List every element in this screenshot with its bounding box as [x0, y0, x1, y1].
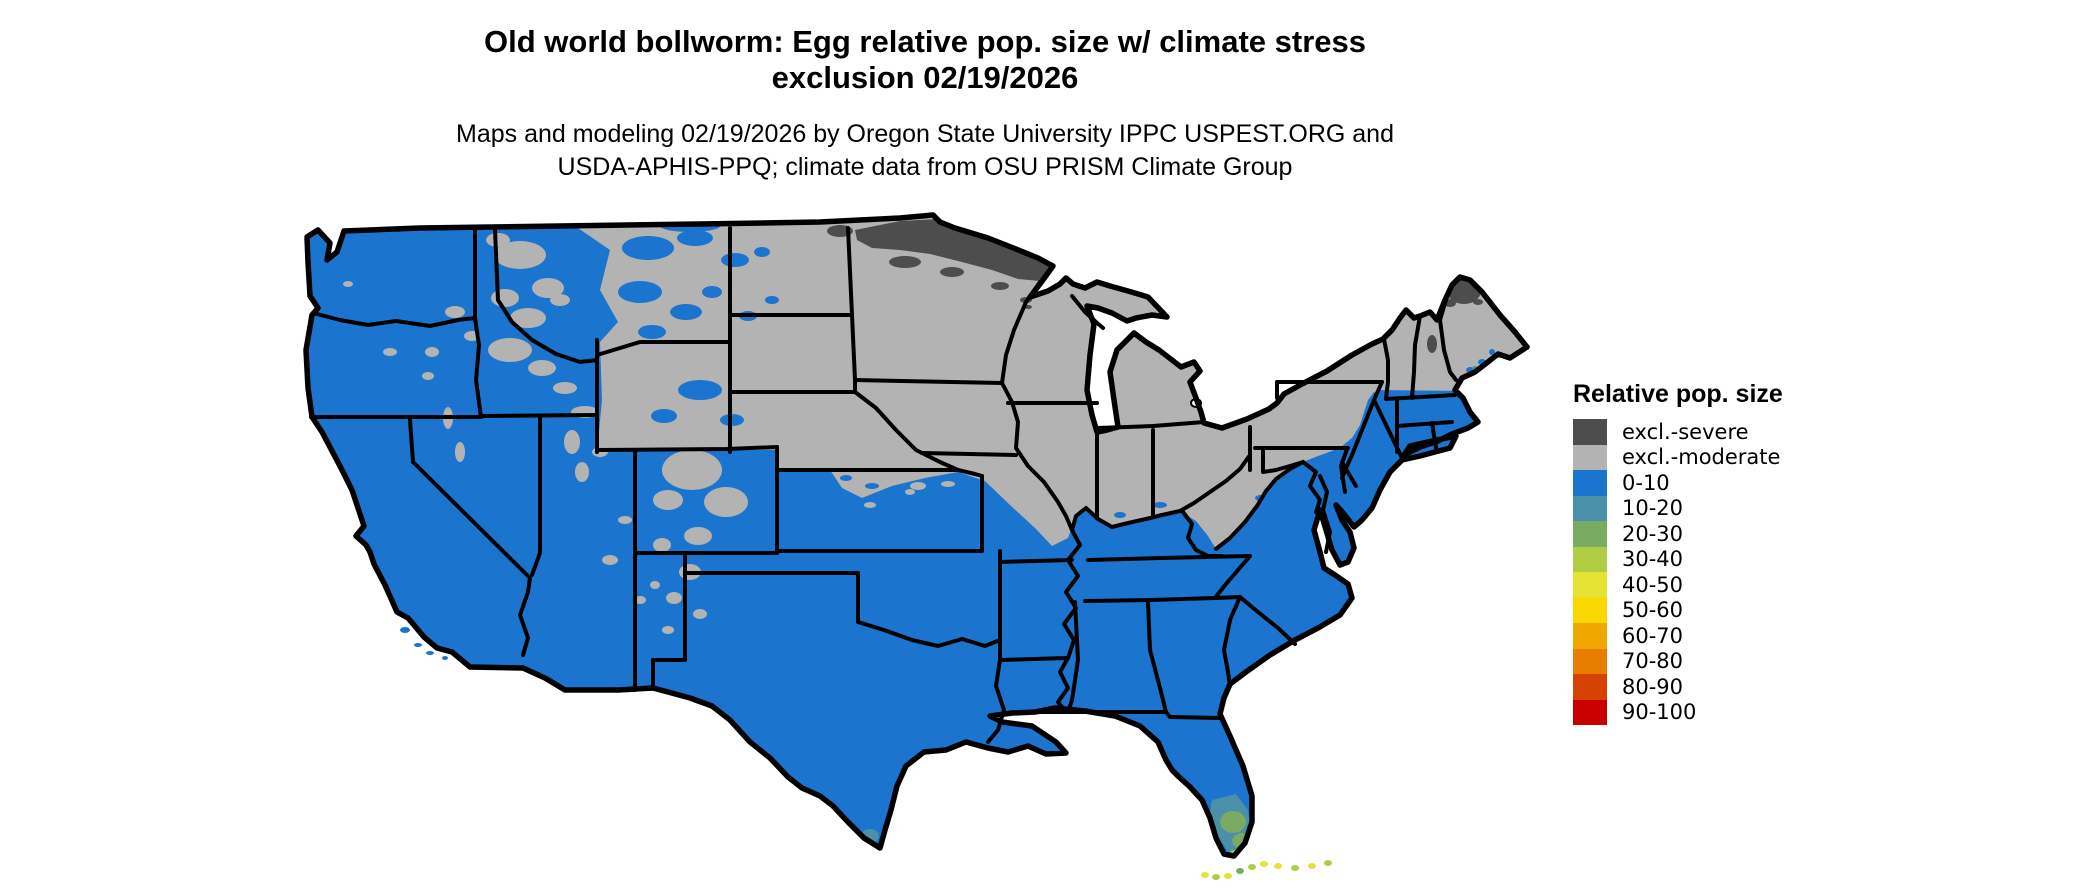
legend-swatch — [1573, 648, 1607, 674]
map-florida-keys — [1201, 860, 1332, 880]
legend-swatch — [1573, 444, 1607, 470]
legend-label: 10-20 — [1622, 496, 1684, 521]
legend-item: 70-80 — [1573, 648, 1903, 674]
map-subtitle-line1: Maps and modeling 02/19/2026 by Oregon S… — [456, 120, 1394, 148]
legend-item: 20-30 — [1573, 521, 1903, 547]
map-subtitle-line2: USDA-APHIS-PPQ; climate data from OSU PR… — [557, 153, 1293, 181]
legend-label: 0-10 — [1622, 470, 1670, 495]
legend-item: 10-20 — [1573, 495, 1903, 521]
legend: Relative pop. size excl.-severe excl.-mod… — [1573, 380, 1903, 725]
legend-label: 20-30 — [1622, 521, 1684, 546]
legend-swatch — [1573, 597, 1607, 623]
legend-swatch — [1573, 521, 1607, 547]
map-patches-excl-moderate-mountains — [343, 233, 1096, 634]
legend-label: 70-80 — [1622, 649, 1684, 674]
legend-items: excl.-severe excl.-moderate 0-10 10-20 20-30… — [1573, 419, 1903, 725]
state-borders — [309, 226, 1458, 744]
legend-item: 50-60 — [1573, 597, 1903, 623]
legend-label: 90-100 — [1622, 700, 1697, 725]
map-subtitle: Maps and modeling 02/19/2026 by Oregon S… — [325, 118, 1525, 184]
legend-label: excl.-severe — [1622, 419, 1749, 444]
legend-item: 0-10 — [1573, 470, 1903, 496]
legend-label: 40-50 — [1622, 572, 1684, 597]
map-title-line1: Old world bollworm: Egg relative pop. si… — [484, 24, 1366, 59]
legend-item: 80-90 — [1573, 674, 1903, 700]
legend-swatch — [1573, 470, 1607, 496]
legend-item: 30-40 — [1573, 546, 1903, 572]
legend-label: 30-40 — [1622, 547, 1684, 572]
legend-item: excl.-moderate — [1573, 444, 1903, 470]
legend-item: 90-100 — [1573, 699, 1903, 725]
legend-label: 80-90 — [1622, 674, 1684, 699]
legend-item: 60-70 — [1573, 623, 1903, 649]
map-title-line2: exclusion 02/19/2026 — [771, 60, 1079, 95]
legend-swatch — [1573, 495, 1607, 521]
map-channel-islands — [400, 627, 448, 660]
legend-title: Relative pop. size — [1573, 380, 1783, 408]
legend-swatch — [1573, 546, 1607, 572]
legend-label: 50-60 — [1622, 598, 1684, 623]
legend-swatch — [1573, 572, 1607, 598]
legend-swatch — [1573, 699, 1607, 725]
legend-swatch — [1573, 623, 1607, 649]
legend-swatch — [1573, 419, 1607, 445]
legend-label: excl.-moderate — [1622, 445, 1781, 470]
legend-label: 60-70 — [1622, 623, 1684, 648]
map-title: Old world bollworm: Egg relative pop. si… — [325, 24, 1525, 96]
legend-item: 40-50 — [1573, 572, 1903, 598]
river-borders — [1000, 381, 1252, 660]
legend-swatch — [1573, 674, 1607, 700]
legend-item: excl.-severe — [1573, 419, 1903, 445]
